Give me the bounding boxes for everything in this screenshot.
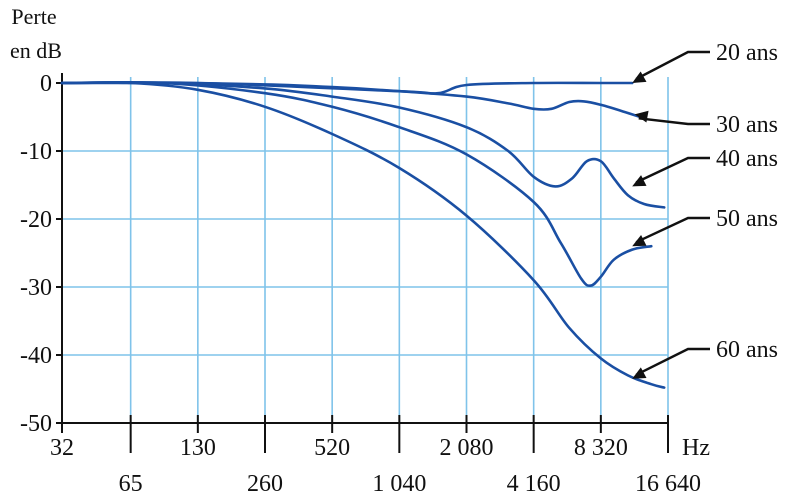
- x-tick-label-top: 32: [50, 435, 74, 461]
- legend-arrow-head: [632, 175, 647, 187]
- x-tick-label-top: 130: [180, 435, 216, 461]
- y-tick-label: -50: [20, 411, 52, 437]
- x-tick-label-top: 2 080: [440, 435, 494, 461]
- series-line-40-ans: [60, 81, 666, 209]
- legend-label: 40 ans: [716, 146, 778, 172]
- x-tick-label-top: 8 320: [574, 435, 628, 461]
- legend-arrow-head: [632, 71, 647, 83]
- series-lines: [60, 80, 666, 389]
- legend-arrow-head: [634, 110, 649, 123]
- y-tick-label: -20: [20, 207, 52, 233]
- legend-leader-line: [635, 50, 710, 81]
- axes: [56, 73, 669, 453]
- legend-label: 30 ans: [716, 112, 778, 138]
- legend-leader-line: [635, 347, 710, 376]
- legend-leader-line: [635, 216, 710, 244]
- legend-label: 50 ans: [716, 206, 778, 232]
- x-tick-label-bottom: 16 640: [635, 471, 701, 497]
- y-axis-title-line2: en dB: [10, 38, 62, 63]
- legend-leader-line: [635, 156, 710, 184]
- y-tick-label: -40: [20, 343, 52, 369]
- y-axis-title-line1: Perte: [11, 4, 56, 29]
- x-tick-label-bottom: 4 160: [507, 471, 561, 497]
- series-line-30-ans: [60, 81, 642, 119]
- legend-label: 60 ans: [716, 337, 778, 363]
- x-tick-label-bottom: 1 040: [372, 471, 426, 497]
- y-tick-label: -10: [20, 139, 52, 165]
- y-tick-label: 0: [40, 71, 52, 97]
- legend-arrow-head: [632, 234, 647, 247]
- x-tick-label-top: 520: [314, 435, 350, 461]
- y-tick-label: -30: [20, 275, 52, 301]
- legend-label: 20 ans: [716, 40, 778, 66]
- x-unit-label: Hz: [682, 435, 710, 461]
- x-tick-label-bottom: 260: [247, 471, 283, 497]
- grid: [62, 77, 669, 423]
- series-line-50-ans: [60, 80, 653, 288]
- legend-arrow-head: [632, 367, 647, 379]
- legend-leader-line: [638, 117, 710, 126]
- series-line-60-ans: [60, 81, 666, 389]
- x-tick-label-bottom: 65: [119, 471, 143, 497]
- legend: 20 ans 30 ans 40 ans 50 ans 60 ans: [632, 40, 778, 379]
